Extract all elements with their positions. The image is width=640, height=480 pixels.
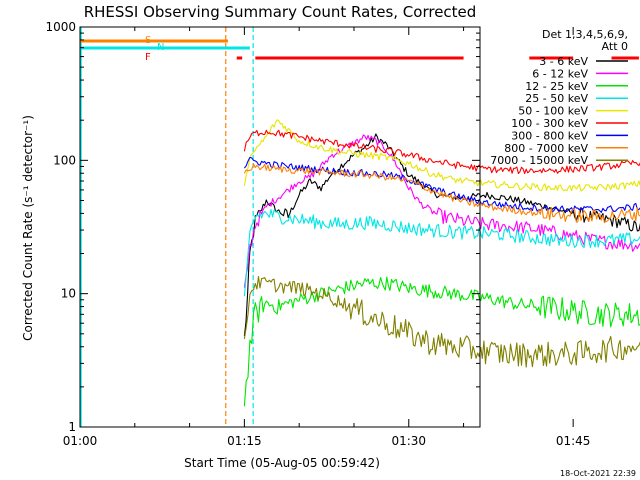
legend-label-7: 800 - 7000 keV bbox=[504, 142, 588, 155]
legend-label-8: 7000 - 15000 keV bbox=[490, 154, 588, 167]
flag-bars: SNF bbox=[80, 27, 639, 427]
series-line-8 bbox=[243, 276, 640, 368]
series-line-6 bbox=[243, 156, 640, 213]
legend-header-line-2: Att 0 bbox=[602, 40, 628, 53]
y-tick-label-0: 1 bbox=[68, 420, 76, 434]
axes: 01:0001:1501:3001:4502:0002:1502:3011010… bbox=[45, 20, 591, 448]
series-line-2 bbox=[243, 276, 640, 407]
legend-label-1: 6 - 12 keV bbox=[532, 67, 588, 80]
series-line-1 bbox=[243, 134, 640, 288]
legend-label-4: 50 - 100 keV bbox=[518, 105, 588, 118]
legend-header-line-1: Det 1,3,4,5,6,9, bbox=[542, 28, 628, 41]
footer-timestamp: 18-Oct-2021 22:39 bbox=[560, 469, 636, 478]
x-tick-label-0: 01:00 bbox=[63, 434, 98, 448]
chart-title: RHESSI Observing Summary Count Rates, Co… bbox=[84, 3, 477, 21]
y-axis-label: Corrected Count Rate (s⁻¹ detector⁻¹) bbox=[21, 115, 35, 341]
series-line-3 bbox=[243, 209, 640, 297]
x-tick-label-1: 01:15 bbox=[227, 434, 262, 448]
plot-frame bbox=[79, 26, 481, 428]
y-tick-label-1: 10 bbox=[61, 287, 76, 301]
x-tick-label-2: 01:30 bbox=[391, 434, 426, 448]
y-tick-label-2: 100 bbox=[53, 153, 76, 167]
series-line-5 bbox=[243, 129, 640, 175]
legend-label-2: 12 - 25 keV bbox=[525, 80, 588, 93]
legend-label-6: 300 - 800 keV bbox=[511, 129, 588, 142]
x-tick-label-3: 01:45 bbox=[556, 434, 591, 448]
series-layer bbox=[243, 119, 640, 407]
series-line-7 bbox=[243, 163, 640, 224]
series-line-4 bbox=[243, 119, 640, 192]
legend-label-3: 25 - 50 keV bbox=[525, 92, 588, 105]
flag-label-night: N bbox=[157, 42, 164, 53]
flag-label-flare: F bbox=[145, 52, 151, 63]
series-line-0 bbox=[243, 133, 640, 337]
x-axis-label: Start Time (05-Aug-05 00:59:42) bbox=[184, 456, 380, 470]
legend-label-0: 3 - 6 keV bbox=[539, 55, 588, 68]
legend-label-5: 100 - 300 keV bbox=[511, 117, 588, 130]
flag-label-saa: S bbox=[145, 35, 151, 46]
y-tick-label-3: 1000 bbox=[45, 20, 76, 34]
